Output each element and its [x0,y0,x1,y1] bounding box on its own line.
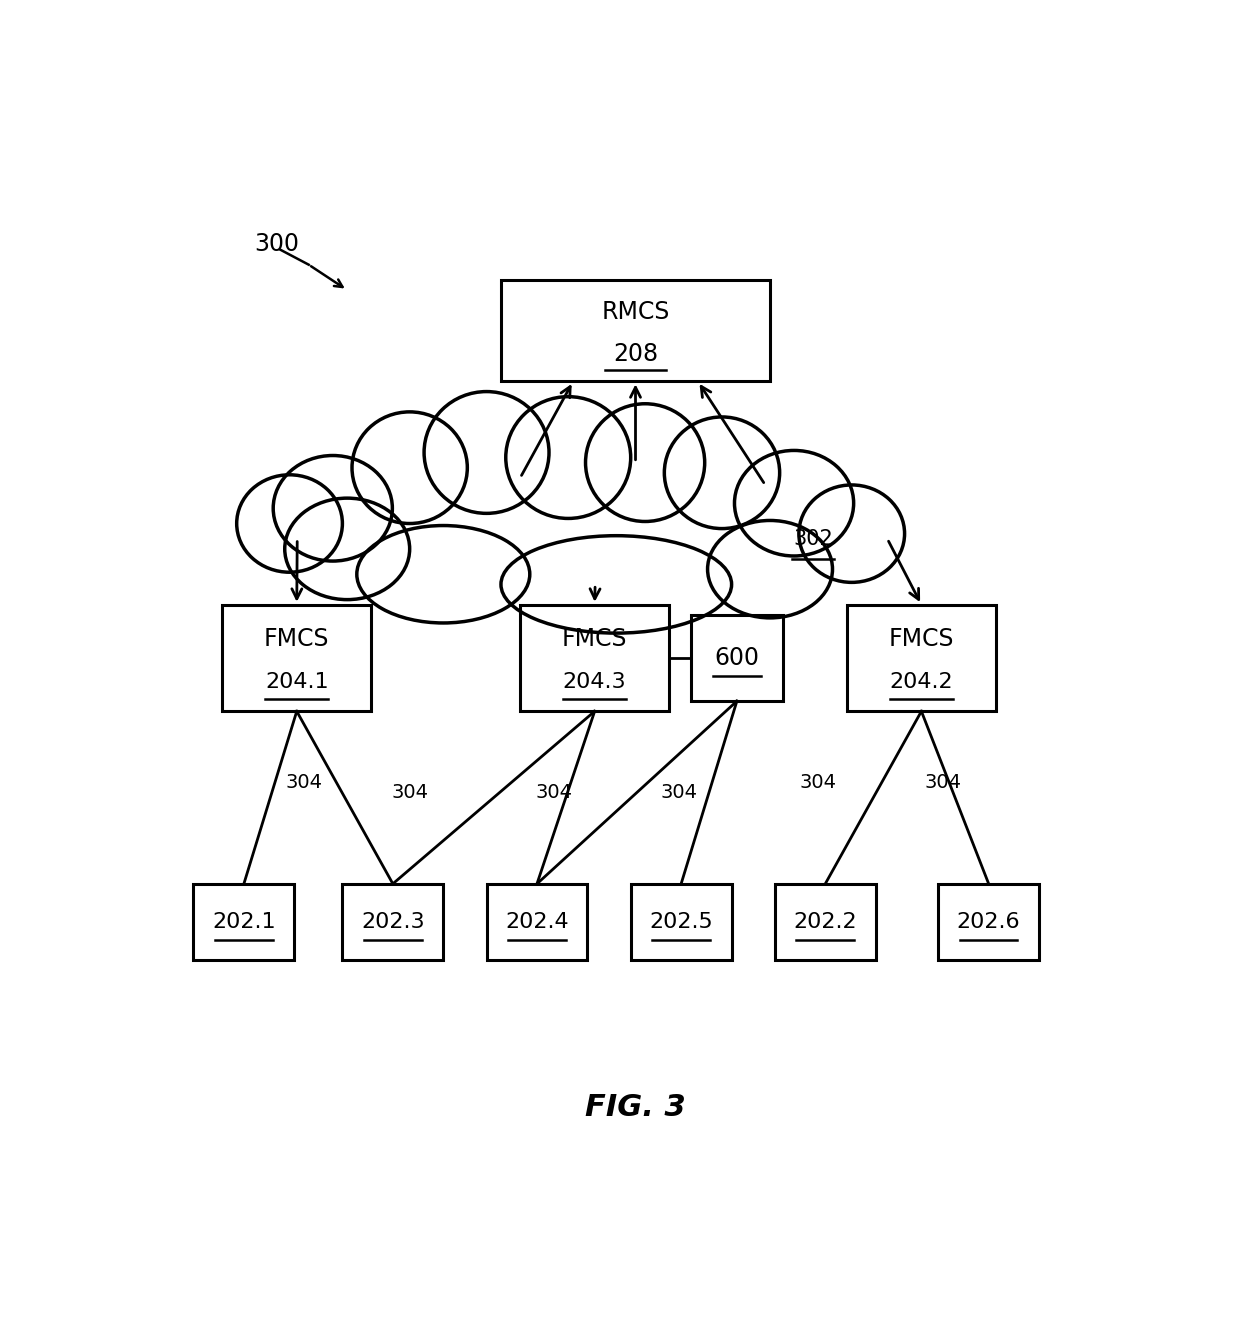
Bar [521,605,670,712]
Text: 202.5: 202.5 [650,912,713,932]
Text: 304: 304 [285,772,322,792]
Ellipse shape [273,456,392,561]
Ellipse shape [506,397,631,518]
Text: 304: 304 [391,783,428,801]
Text: 302: 302 [794,529,833,548]
Bar [222,605,371,712]
Text: FMCS: FMCS [264,627,330,651]
Text: 202.4: 202.4 [505,912,569,932]
Bar [775,884,875,960]
Text: 202.3: 202.3 [361,912,424,932]
Text: 300: 300 [254,232,299,257]
Text: 304: 304 [800,772,837,792]
Text: FIG. 3: FIG. 3 [585,1093,686,1122]
Text: 204.3: 204.3 [563,672,626,692]
Bar [847,605,996,712]
Text: 304: 304 [660,783,697,801]
Text: RMCS: RMCS [601,301,670,324]
Text: 202.1: 202.1 [212,912,275,932]
Ellipse shape [285,498,409,600]
Bar [501,279,770,381]
Text: 304: 304 [925,772,961,792]
Ellipse shape [734,451,853,556]
Text: 600: 600 [714,646,759,670]
Ellipse shape [501,535,732,633]
Bar [939,884,1039,960]
Text: FMCS: FMCS [889,627,954,651]
Text: 202.6: 202.6 [957,912,1021,932]
Ellipse shape [665,416,780,529]
Ellipse shape [799,485,905,583]
Bar [486,884,588,960]
Bar [342,884,444,960]
Text: 304: 304 [536,783,573,801]
Bar [631,884,732,960]
Ellipse shape [585,403,704,522]
Bar [691,614,782,701]
Ellipse shape [424,391,549,514]
Ellipse shape [357,526,529,623]
Text: 204.2: 204.2 [889,672,954,692]
Ellipse shape [708,521,832,618]
Ellipse shape [237,474,342,572]
Ellipse shape [352,411,467,523]
Bar [193,884,294,960]
Text: FMCS: FMCS [562,627,627,651]
Text: 208: 208 [613,343,658,366]
Text: 204.1: 204.1 [265,672,329,692]
Text: 202.2: 202.2 [794,912,857,932]
